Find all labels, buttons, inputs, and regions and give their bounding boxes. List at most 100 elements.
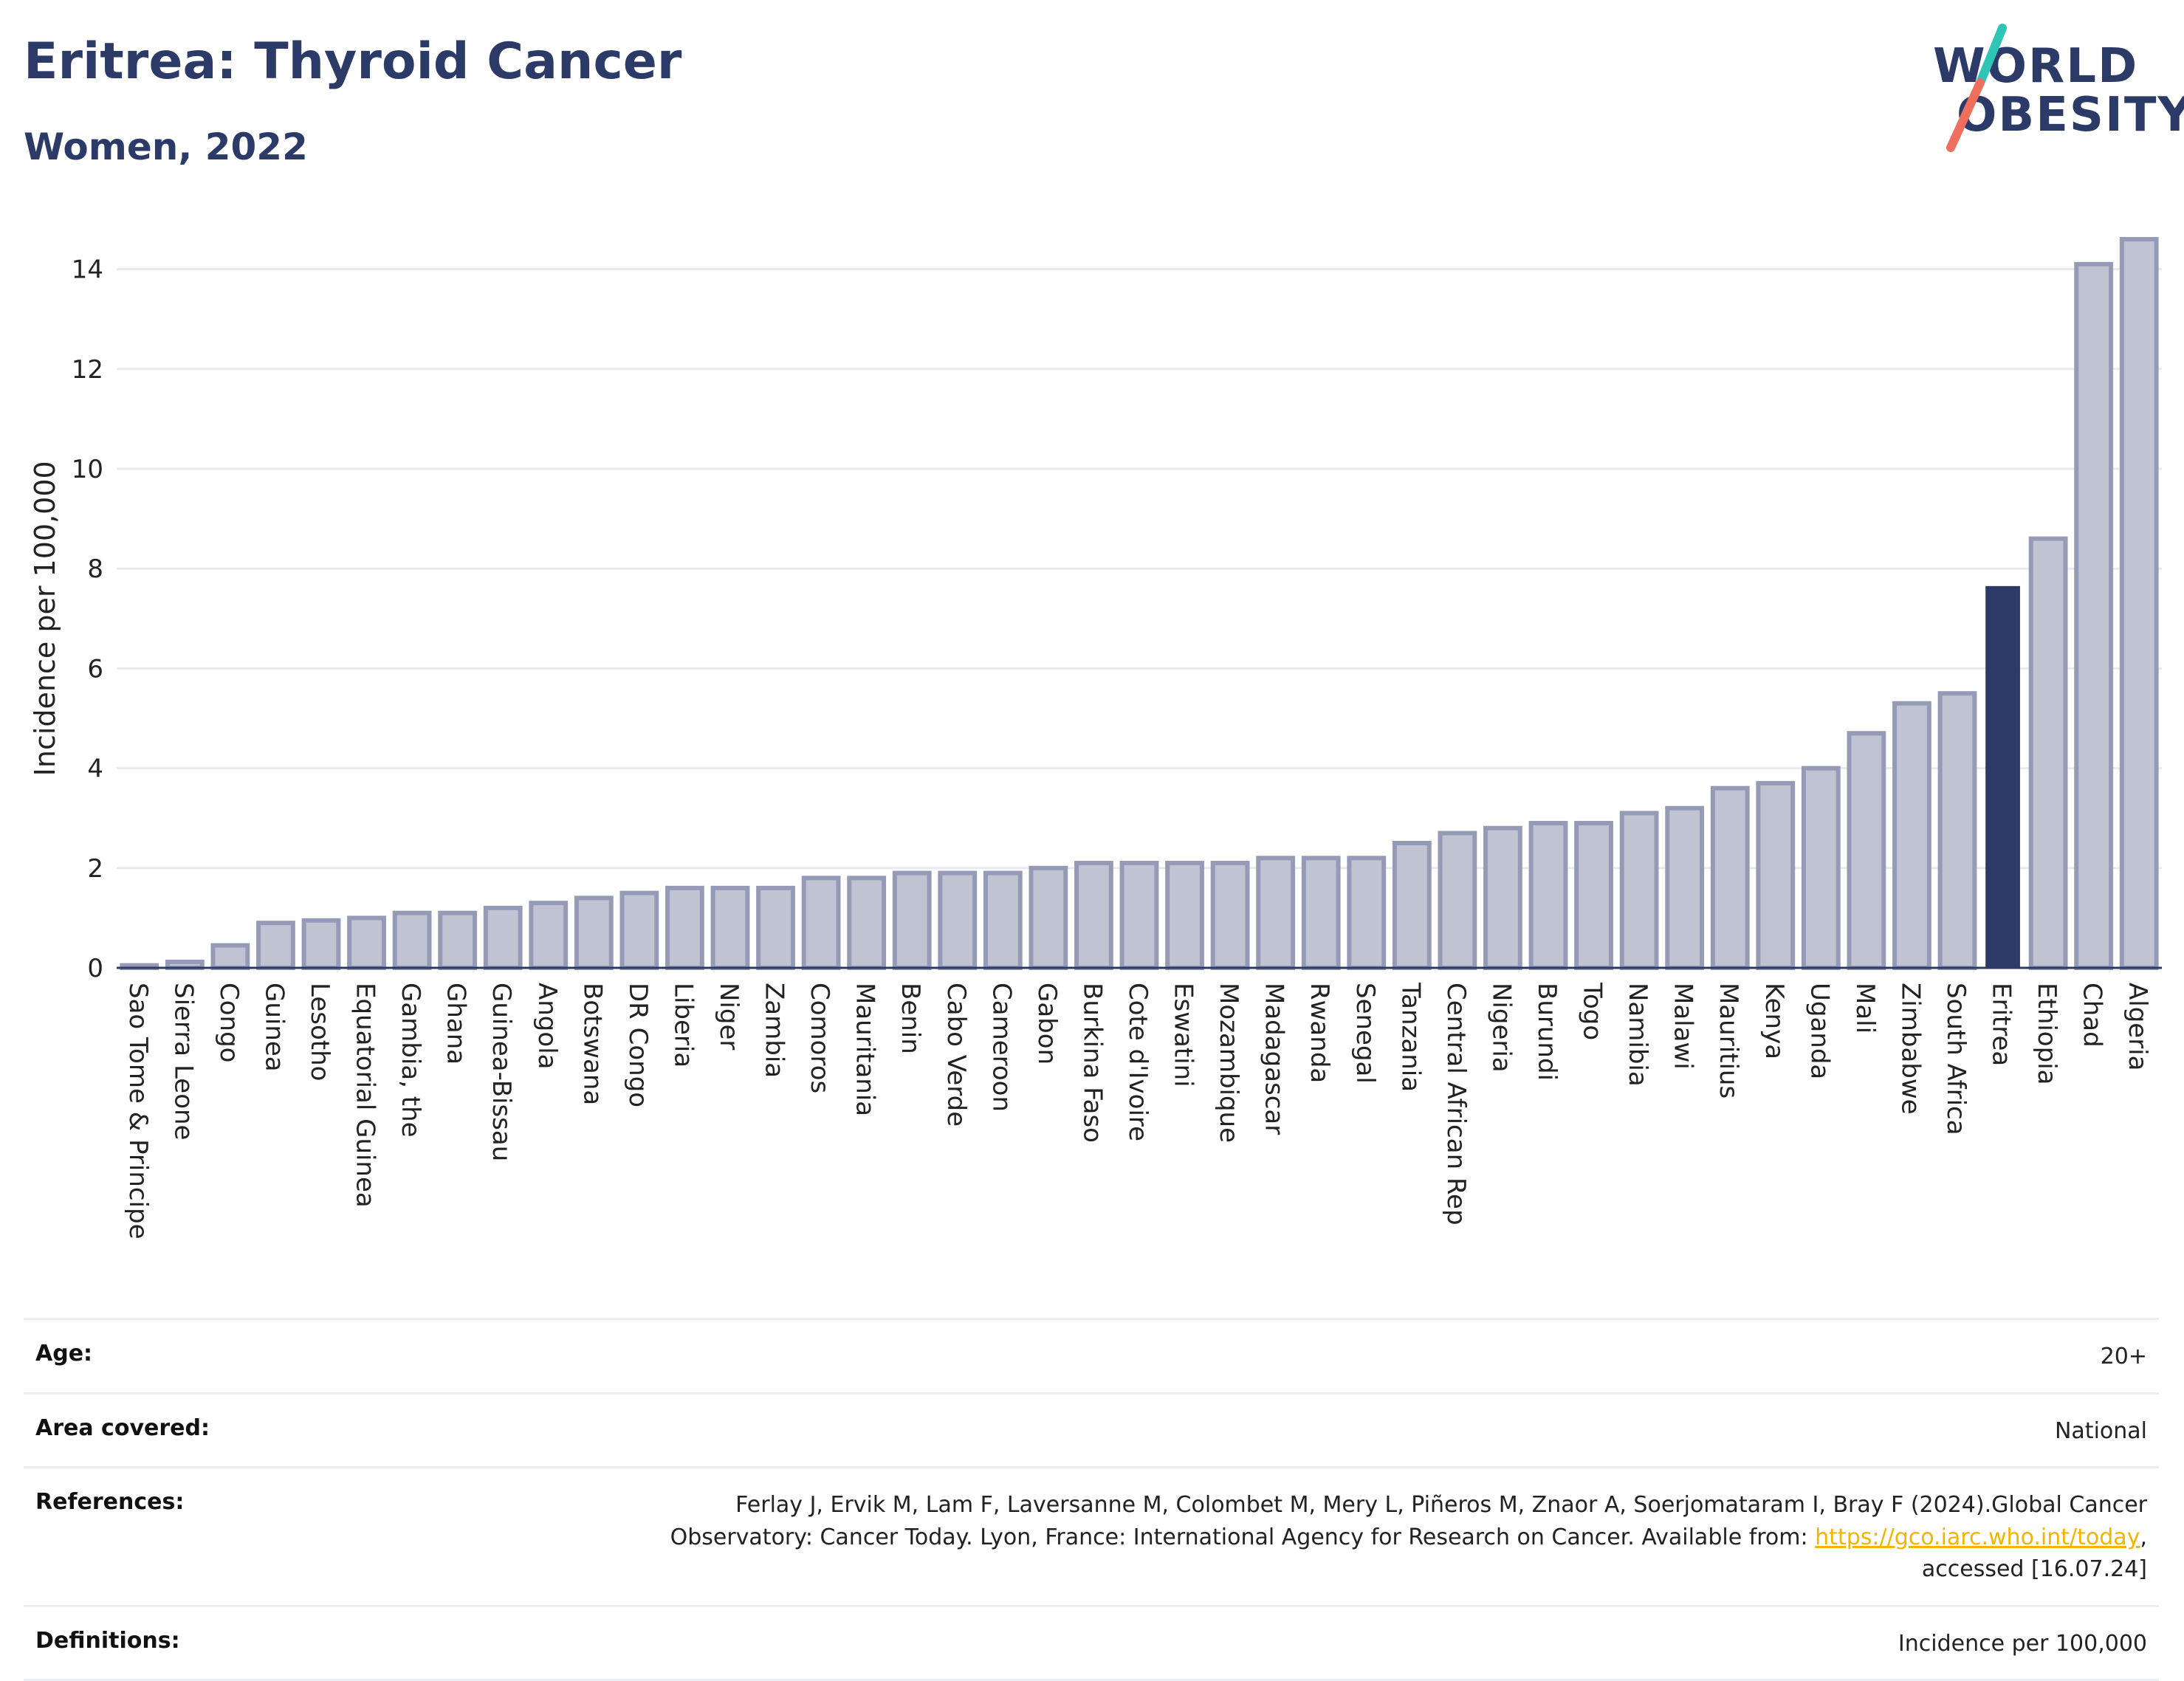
bar: [1713, 788, 1748, 968]
bar: [895, 873, 930, 968]
y-tick-label: 6: [87, 654, 103, 684]
x-tick-label: South Africa: [1941, 983, 1971, 1135]
bar: [1667, 808, 1702, 968]
bar: [349, 918, 384, 968]
bar: [1122, 863, 1157, 968]
bar: [986, 873, 1020, 968]
x-tick-label: Sao Tome & Principe: [123, 983, 153, 1240]
bar: [1531, 823, 1566, 968]
x-tick-label: Cameroon: [986, 983, 1016, 1112]
x-tick-label: Kenya: [1759, 983, 1789, 1059]
bar: [1258, 858, 1293, 968]
logo-slash-icon: [1920, 22, 2171, 155]
x-tick-label: Mali: [1850, 983, 1880, 1034]
bar: [1031, 868, 1065, 968]
y-tick-label: 4: [87, 754, 103, 784]
bar: [1213, 863, 1248, 968]
bar: [440, 913, 475, 968]
x-tick-label: Algeria: [2123, 983, 2152, 1070]
age-label: Age:: [35, 1341, 92, 1367]
bar: [804, 878, 839, 968]
age-value: 20+: [2101, 1341, 2147, 1373]
x-tick-label: Congo: [214, 983, 244, 1062]
bar: [1985, 586, 2020, 968]
bar: [622, 893, 656, 968]
chart-subtitle: Women, 2022: [24, 126, 308, 168]
x-tick-label: Rwanda: [1305, 983, 1334, 1083]
bar: [2031, 539, 2066, 968]
references-text-1: Ferlay J, Ervik M, Lam F, Laversanne M, …: [735, 1492, 2147, 1518]
x-tick-label: Mozambique: [1214, 983, 1243, 1143]
bar: [486, 908, 521, 968]
x-tick-label: Botswana: [577, 983, 607, 1105]
x-tick-label: Lesotho: [305, 983, 334, 1081]
bar: [2076, 264, 2111, 968]
area-label: Area covered:: [35, 1415, 210, 1441]
x-tick-label: Ghana: [442, 983, 471, 1065]
bar: [1758, 783, 1793, 968]
x-tick-label: Cabo Verde: [941, 983, 971, 1127]
x-tick-label: Ethiopia: [2032, 983, 2061, 1084]
x-tick-label: Equatorial Guinea: [351, 983, 380, 1208]
x-tick-label: Chad: [2078, 983, 2107, 1048]
bar: [1395, 843, 1429, 968]
x-tick-label: Malawi: [1669, 983, 1698, 1070]
x-tick-label: Mauritius: [1714, 983, 1743, 1099]
y-tick-label: 0: [87, 954, 103, 983]
x-tick-label: Cote d'Ivoire: [1123, 983, 1153, 1141]
x-tick-label: Liberia: [668, 983, 698, 1068]
x-tick-label: Gambia, the: [396, 983, 425, 1138]
bar: [1622, 813, 1657, 968]
bar: [577, 898, 611, 968]
bar: [1486, 828, 1520, 968]
info-row-references: References: Ferlay J, Ervik M, Lam F, La…: [24, 1468, 2159, 1607]
bar: [1849, 733, 1883, 968]
references-label: References:: [35, 1489, 184, 1515]
x-tick-label: Niger: [714, 983, 744, 1050]
info-row-area: Area covered: National: [24, 1395, 2159, 1469]
x-tick-label: Comoros: [805, 983, 834, 1093]
references-link[interactable]: https://gco.iarc.who.int/today: [1815, 1524, 2140, 1550]
x-tick-label: Sierra Leone: [168, 983, 198, 1140]
bar: [1304, 858, 1339, 968]
area-value: National: [2055, 1415, 2147, 1448]
x-tick-label: Nigeria: [1486, 983, 1516, 1073]
bar: [1895, 704, 1929, 968]
x-tick-label: Burundi: [1532, 983, 1562, 1081]
x-tick-label: Guinea-Bissau: [487, 983, 516, 1161]
bar: [395, 913, 430, 968]
x-tick-label: Zimbabwe: [1895, 983, 1925, 1115]
x-tick-label: Mauritania: [851, 983, 880, 1116]
x-tick-label: Central African Rep: [1441, 983, 1471, 1225]
y-axis-label: Incidence per 100,000: [29, 461, 61, 776]
world-obesity-logo: WORLD OBESITY: [1920, 22, 2171, 155]
definitions-value: Incidence per 100,000: [1898, 1628, 2147, 1660]
bar: [531, 903, 566, 968]
definitions-label: Definitions:: [35, 1628, 180, 1654]
y-tick-label: 12: [72, 355, 103, 385]
bar: [667, 888, 702, 968]
bar: [713, 888, 748, 968]
x-tick-label: Zambia: [760, 983, 789, 1078]
x-tick-label: Eswatini: [1169, 983, 1198, 1087]
bar: [1440, 833, 1474, 968]
references-value: Ferlay J, Ervik M, Lam F, Laversanne M, …: [670, 1489, 2147, 1586]
bar: [1804, 769, 1838, 968]
x-tick-label: Togo: [1578, 982, 1607, 1040]
x-tick-label: DR Congo: [623, 983, 653, 1107]
x-tick-label: Burkina Faso: [1077, 983, 1107, 1143]
x-tick-label: Namibia: [1623, 983, 1652, 1087]
bar: [1576, 823, 1611, 968]
x-tick-label: Benin: [896, 983, 925, 1054]
info-row-definitions: Definitions: Incidence per 100,000: [24, 1607, 2159, 1681]
bar: [304, 921, 339, 968]
y-tick-label: 14: [72, 255, 103, 285]
bar: [1940, 693, 1975, 968]
references-text-2: Observatory: Cancer Today. Lyon, France:…: [670, 1524, 1808, 1550]
bar: [1076, 863, 1111, 968]
bar: [2122, 239, 2157, 968]
bar: [1349, 858, 1384, 968]
x-tick-label: Angola: [532, 983, 562, 1069]
references-text-3: accessed [16.07.24]: [1922, 1556, 2147, 1582]
